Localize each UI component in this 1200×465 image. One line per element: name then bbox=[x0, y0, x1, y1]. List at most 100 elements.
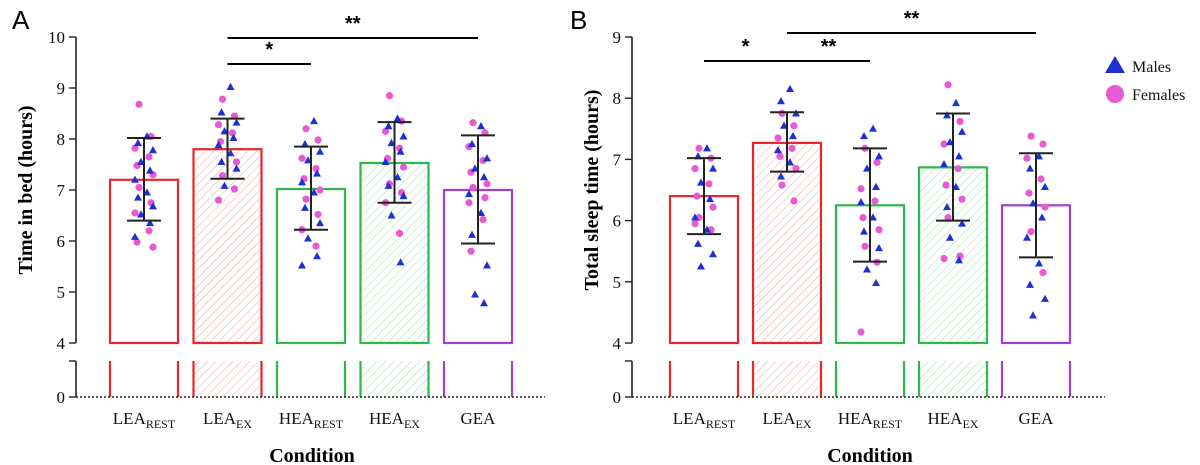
bar-lower-fill bbox=[919, 361, 987, 397]
female-point bbox=[871, 197, 879, 205]
female-point bbox=[873, 158, 881, 167]
female-point bbox=[1027, 228, 1035, 236]
male-point bbox=[697, 262, 705, 270]
male-point bbox=[301, 203, 309, 211]
male-point bbox=[310, 116, 318, 125]
male-point bbox=[860, 131, 868, 140]
x-axis-title: Condition bbox=[269, 445, 355, 465]
significance-star: ** bbox=[821, 36, 837, 58]
male-point bbox=[875, 152, 883, 160]
female-point bbox=[954, 164, 962, 173]
female-point bbox=[1037, 175, 1045, 183]
male-point bbox=[399, 191, 408, 200]
y-tick-label: 4 bbox=[613, 334, 622, 353]
male-point bbox=[943, 202, 951, 211]
male-point bbox=[777, 172, 785, 180]
female-point bbox=[395, 229, 404, 237]
bar bbox=[359, 161, 430, 345]
panel-a: A 4 5 6 7 8 9 10 0 LEAREST LEAEX HEAREST HEAEX GEA Con… bbox=[12, 5, 545, 465]
y-tick-label: 6 bbox=[57, 232, 66, 251]
legend-label: Males bbox=[1132, 59, 1171, 76]
x-tick-label: GEA bbox=[1019, 409, 1055, 428]
female-point bbox=[230, 185, 239, 193]
legend: Males Females bbox=[1105, 56, 1185, 104]
female-point bbox=[302, 195, 310, 203]
female-point bbox=[145, 153, 153, 161]
legend-marker-circle bbox=[1106, 85, 1124, 103]
male-point bbox=[232, 118, 241, 126]
male-point bbox=[694, 239, 702, 247]
male-point bbox=[471, 290, 479, 298]
x-tick-label: GEA bbox=[461, 409, 497, 428]
male-point bbox=[316, 147, 324, 155]
male-point bbox=[149, 146, 157, 154]
male-point bbox=[381, 157, 390, 165]
bar-lower-fill bbox=[193, 361, 262, 397]
female-point bbox=[861, 242, 869, 250]
female-point bbox=[857, 328, 865, 336]
male-point bbox=[468, 139, 476, 148]
female-point bbox=[312, 242, 320, 250]
male-point bbox=[940, 160, 948, 168]
male-point bbox=[134, 138, 142, 147]
female-point bbox=[709, 203, 717, 211]
female-point bbox=[774, 134, 782, 142]
female-point bbox=[875, 226, 883, 234]
male-point bbox=[958, 127, 966, 135]
male-point bbox=[384, 122, 393, 130]
x-tick-label: LEAEX bbox=[762, 409, 811, 431]
male-point bbox=[396, 258, 405, 266]
y-axis-title: Total sleep time (hours) bbox=[581, 90, 603, 291]
male-point bbox=[958, 219, 966, 227]
female-point bbox=[218, 95, 227, 103]
y-tick-label: 8 bbox=[613, 89, 622, 108]
female-point bbox=[312, 164, 320, 173]
male-point bbox=[217, 108, 226, 116]
male-point bbox=[396, 147, 405, 155]
male-point bbox=[955, 256, 963, 264]
male-point bbox=[220, 181, 229, 189]
legend-label: Females bbox=[1132, 87, 1185, 104]
male-point bbox=[1026, 280, 1034, 288]
male-point bbox=[313, 252, 321, 260]
male-point bbox=[691, 213, 699, 221]
female-point bbox=[481, 194, 489, 202]
male-point bbox=[477, 122, 485, 130]
male-point bbox=[214, 140, 223, 149]
x-tick-label: HEAEX bbox=[369, 409, 420, 431]
significance-star: ** bbox=[904, 8, 920, 30]
female-point bbox=[1039, 140, 1047, 148]
male-point bbox=[399, 132, 408, 140]
female-point bbox=[298, 154, 306, 162]
male-point bbox=[789, 131, 797, 140]
y-tick-label: 0 bbox=[613, 388, 622, 407]
x-tick-label: HEAREST bbox=[279, 409, 344, 431]
female-point bbox=[218, 172, 227, 180]
y-tick-label: 4 bbox=[57, 334, 66, 353]
male-point bbox=[1035, 259, 1043, 267]
male-point bbox=[1038, 213, 1046, 221]
female-point bbox=[695, 144, 703, 152]
bar bbox=[751, 141, 823, 345]
female-point bbox=[483, 180, 491, 188]
male-point bbox=[393, 114, 402, 122]
bar bbox=[192, 148, 263, 345]
male-point bbox=[301, 139, 309, 148]
female-point bbox=[1023, 154, 1031, 162]
x-axis-title: Condition bbox=[827, 445, 913, 465]
y-tick-label: 6 bbox=[613, 212, 622, 231]
female-point bbox=[316, 186, 324, 194]
male-point bbox=[480, 299, 488, 307]
male-point bbox=[298, 178, 306, 186]
female-point bbox=[1027, 132, 1035, 140]
female-point bbox=[792, 164, 800, 173]
male-point bbox=[857, 198, 865, 206]
female-point bbox=[776, 152, 784, 160]
male-point bbox=[384, 181, 393, 189]
male-point bbox=[777, 97, 785, 105]
female-point bbox=[135, 100, 143, 108]
female-point bbox=[790, 197, 798, 205]
significance-star: ** bbox=[345, 13, 361, 35]
male-point bbox=[709, 164, 717, 172]
male-point bbox=[387, 211, 396, 219]
